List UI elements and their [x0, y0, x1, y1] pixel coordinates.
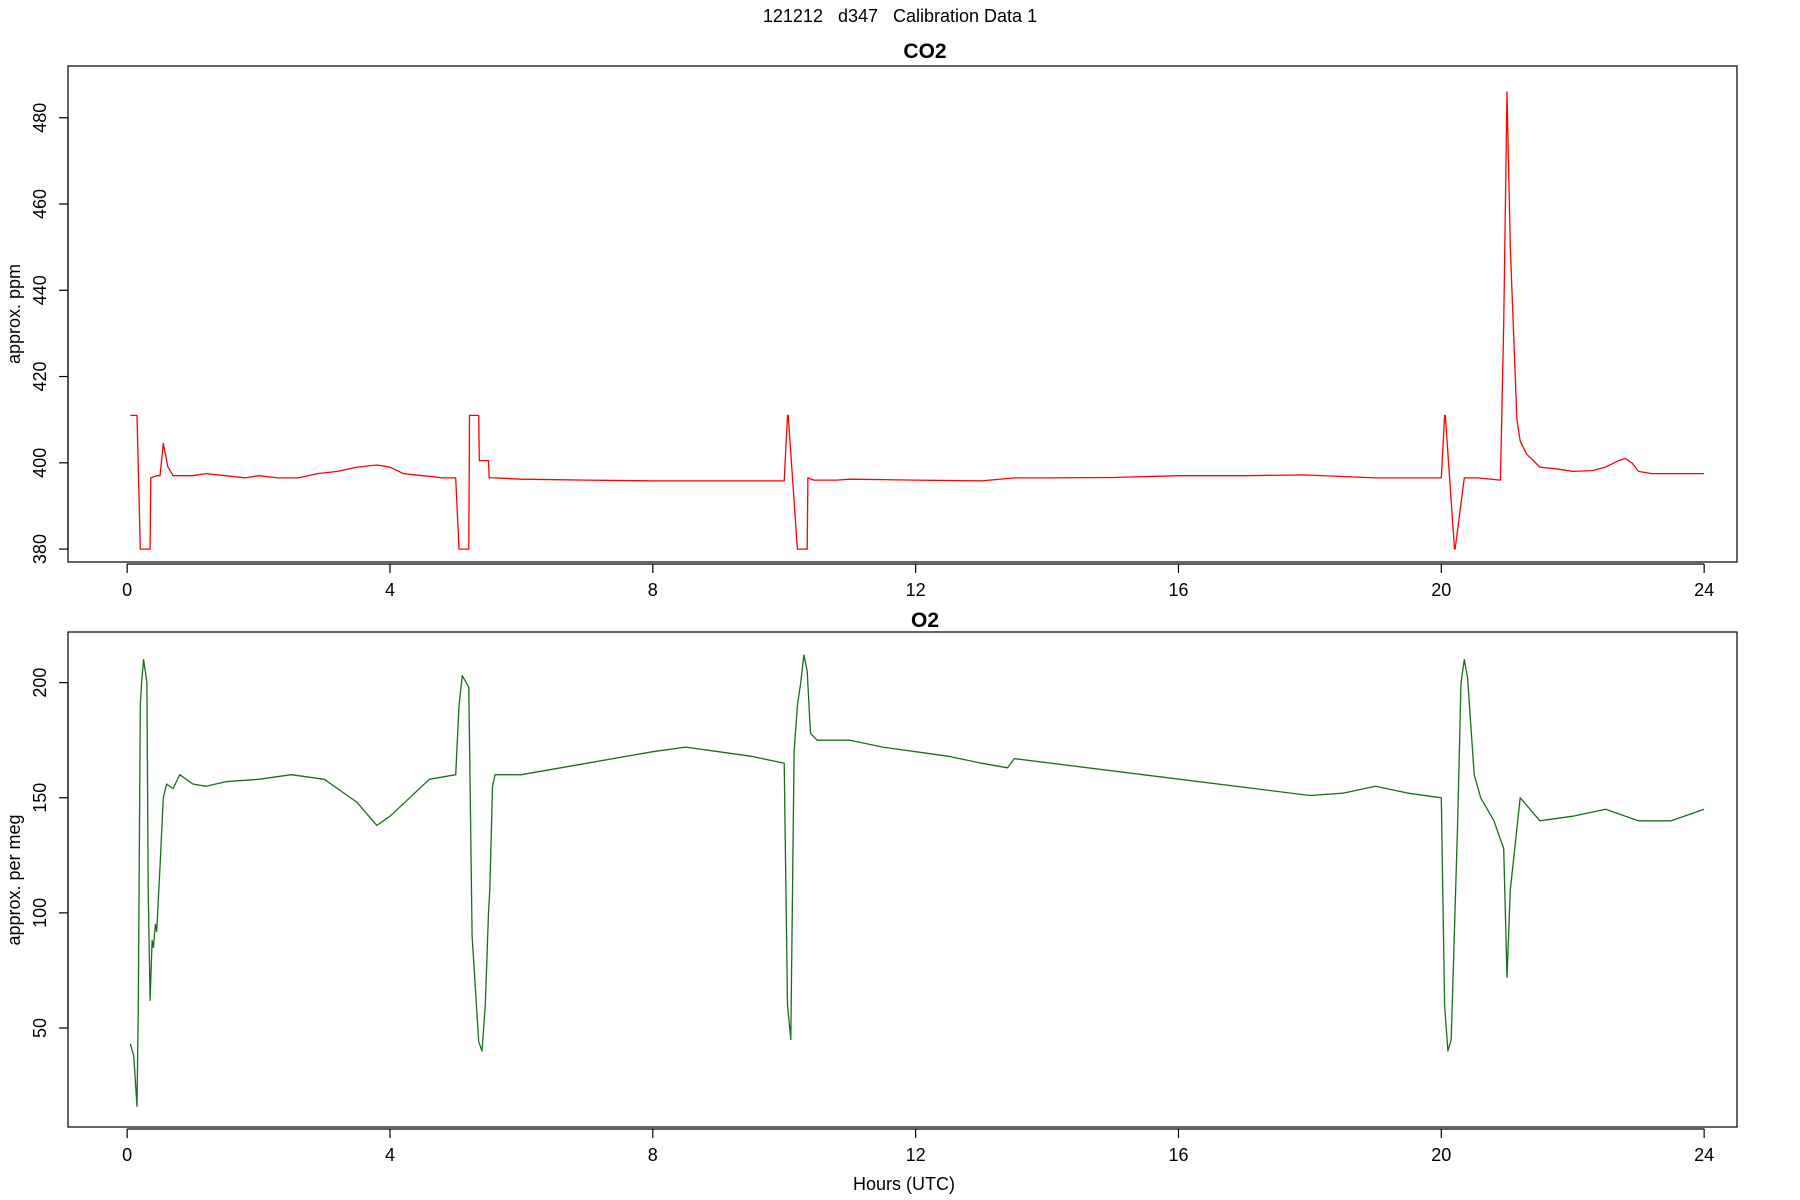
- co2-x-tick-label: 0: [122, 580, 132, 600]
- co2-panel: CO2 0 4 8 12 16 20 24 380 400 420 440 460 480 appro…: [4, 40, 1738, 600]
- co2-x-tick-label: 8: [648, 580, 658, 600]
- o2-y-tick-label: 100: [30, 898, 50, 928]
- co2-x-tick-label: 20: [1431, 580, 1451, 600]
- co2-panel-title: CO2: [903, 40, 946, 63]
- o2-x-tick-label: 12: [906, 1145, 926, 1165]
- o2-panel-title: O2: [911, 609, 939, 632]
- co2-series-line: [130, 91, 1705, 550]
- co2-x-tick-label: 16: [1168, 580, 1188, 600]
- o2-x-axis-label: Hours (UTC): [853, 1174, 955, 1194]
- co2-plot-frame: [67, 65, 1738, 563]
- o2-y-axis-label: approx. per meg: [4, 814, 24, 945]
- co2-series: [130, 91, 1705, 550]
- co2-y-tick-label: 460: [30, 189, 50, 219]
- co2-y-axis: 380 400 420 440 460 480: [30, 103, 69, 564]
- co2-y-axis-label: approx. ppm: [4, 264, 24, 364]
- o2-x-tick-label: 16: [1168, 1145, 1188, 1165]
- o2-x-tick-label: 8: [648, 1145, 658, 1165]
- co2-y-tick-label: 420: [30, 362, 50, 392]
- co2-x-axis: 0 4 8 12 16 20 24: [122, 563, 1714, 600]
- o2-series-line: [129, 654, 1705, 1107]
- co2-x-tick-label: 12: [906, 580, 926, 600]
- co2-y-tick-label: 400: [30, 448, 50, 478]
- o2-y-tick-label: 150: [30, 783, 50, 813]
- co2-x-tick-label: 24: [1694, 580, 1714, 600]
- co2-y-tick-label: 480: [30, 103, 50, 133]
- o2-x-tick-label: 4: [385, 1145, 395, 1165]
- figure-title: 121212 d347 Calibration Data 1: [763, 6, 1037, 26]
- co2-x-tick-label: 4: [385, 580, 395, 600]
- o2-x-tick-label: 20: [1431, 1145, 1451, 1165]
- o2-series: [129, 654, 1705, 1107]
- co2-y-tick-label: 440: [30, 275, 50, 305]
- o2-panel: O2 0 4 8 12 16 20 24 50 100 150 200 approx. per m…: [4, 609, 1738, 1194]
- co2-y-tick-label: 380: [30, 534, 50, 564]
- o2-y-axis: 50 100 150 200: [30, 668, 69, 1038]
- o2-y-tick-label: 200: [30, 668, 50, 698]
- o2-y-tick-label: 50: [30, 1018, 50, 1038]
- o2-x-tick-label: 24: [1694, 1145, 1714, 1165]
- o2-x-tick-label: 0: [122, 1145, 132, 1165]
- o2-plot-frame: [67, 631, 1738, 1128]
- o2-x-axis: 0 4 8 12 16 20 24: [122, 1128, 1714, 1165]
